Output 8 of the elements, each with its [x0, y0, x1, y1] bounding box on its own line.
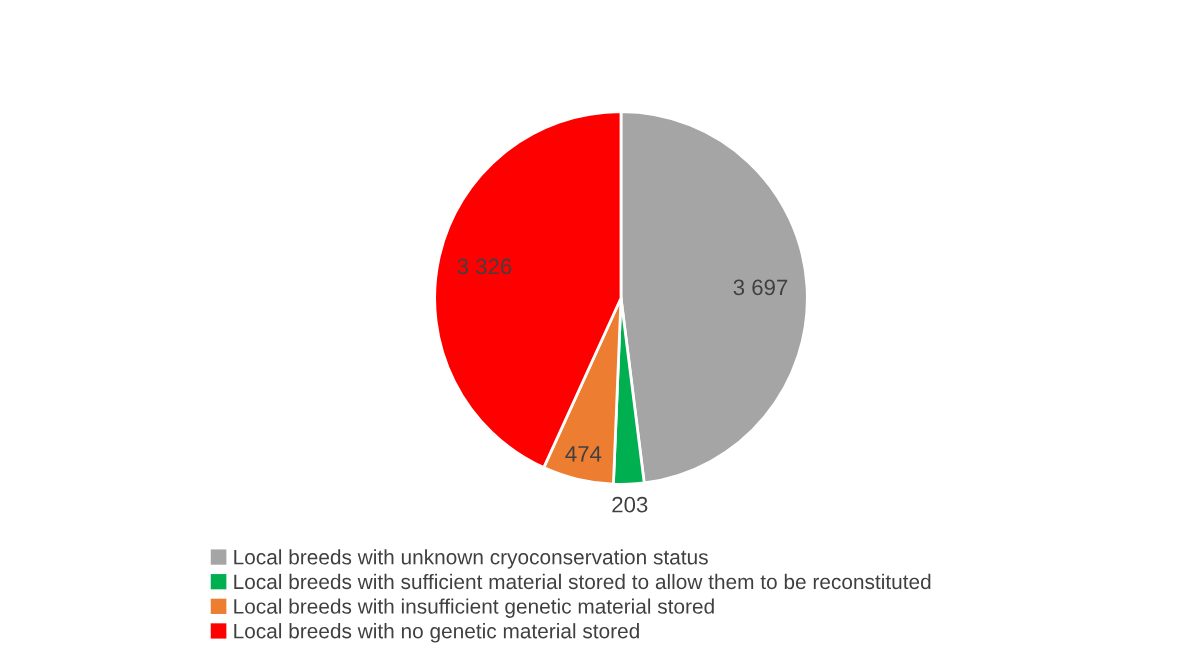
legend-label: Local breeds with sufficient material stored to allow them to be reconstituted: [234, 573, 931, 590]
data-label: 3 697: [733, 279, 788, 296]
data-label: 474: [565, 446, 602, 462]
legend-label: Local breeds with unknown cryoconservation status: [234, 549, 708, 569]
data-label: 203: [612, 496, 648, 513]
legend-label: Local breeds with insufficient genetic material stored: [234, 598, 714, 618]
data-label: 3 326: [457, 258, 512, 275]
legend-label: Local breeds with no genetic material stored: [234, 623, 639, 643]
